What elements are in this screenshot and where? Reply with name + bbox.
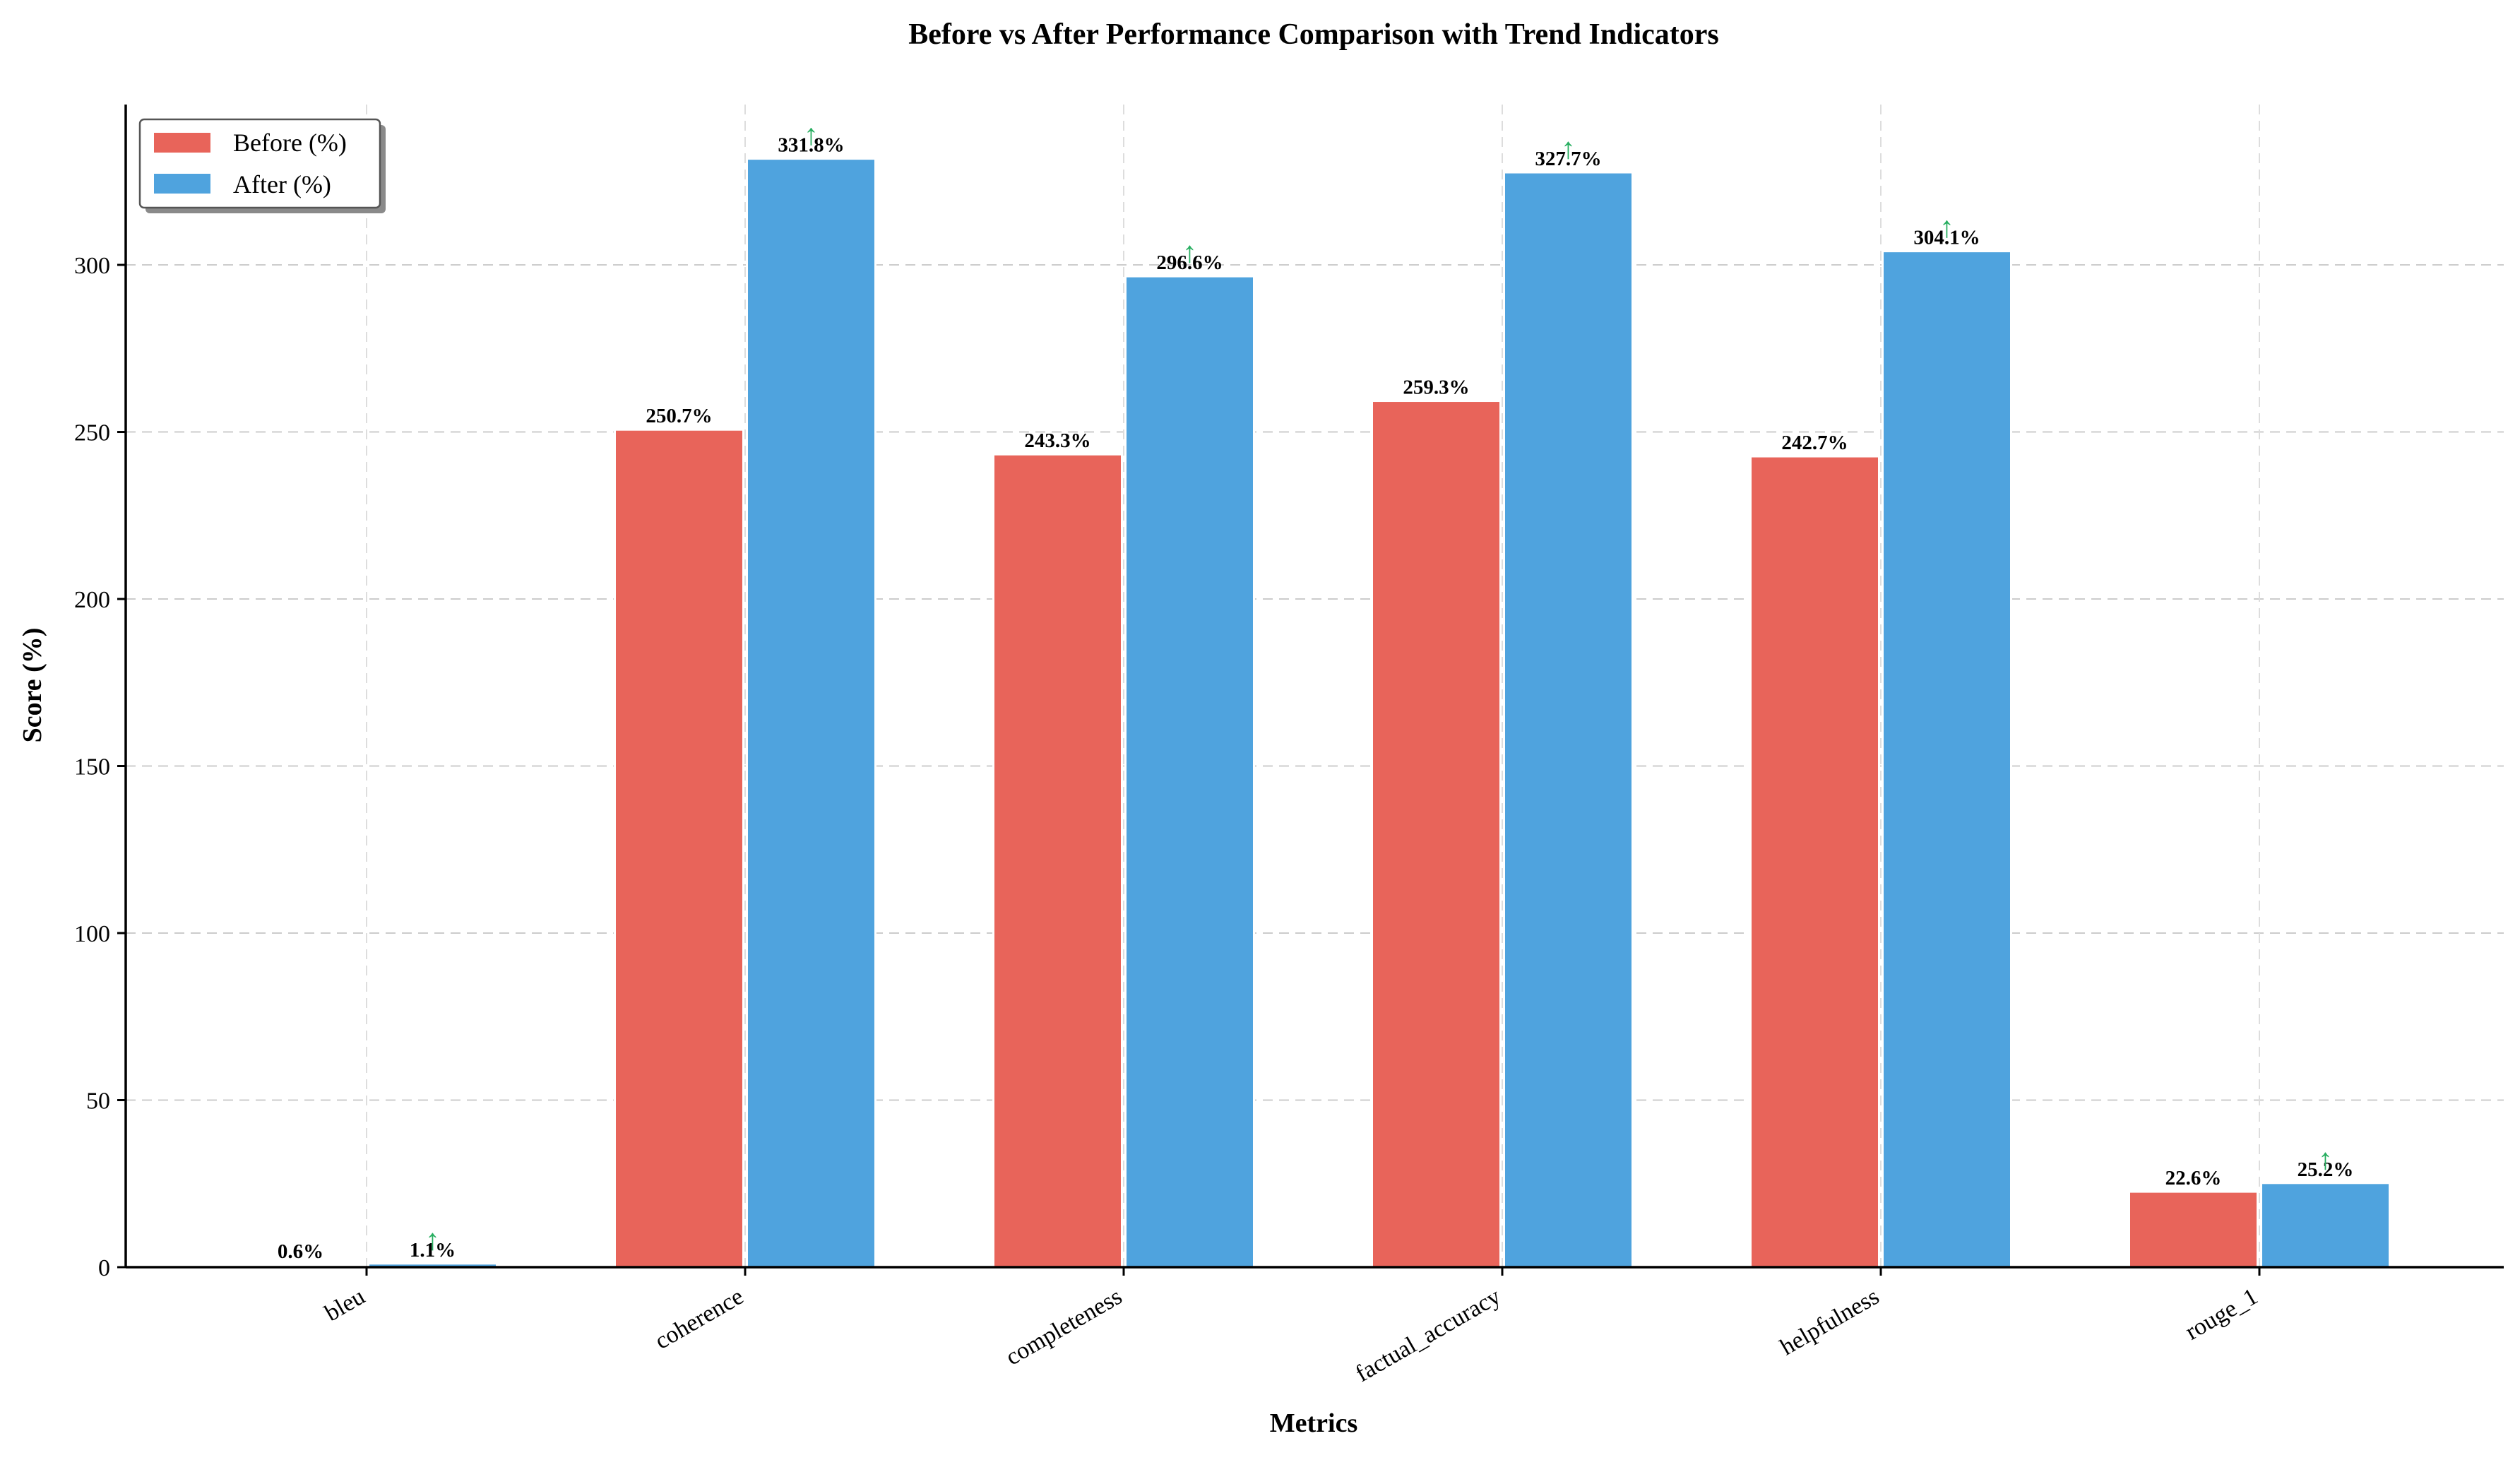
data-label-before-rouge_1: 22.6% [2165,1167,2222,1189]
x-tick-label: completeness [1002,1283,1127,1371]
data-label-before-helpfulness: 242.7% [1781,432,1848,454]
y-tick-label: 50 [86,1088,110,1115]
trend-up-arrow-factual_accuracy: ↑ [1561,133,1576,165]
legend-label-after: After (%) [233,170,331,198]
bar-before-helpfulness [1749,455,1880,1269]
y-tick-label: 250 [74,420,110,446]
x-tick-label: rouge_1 [2181,1283,2262,1346]
legend-label-before: Before (%) [233,129,347,157]
trend-up-arrow-rouge_1: ↑ [2318,1144,2333,1176]
x-ticks: bleu coherence completeness factual_accurac… [321,1267,2262,1387]
legend-swatch-before [154,133,210,153]
y-tick-label: 0 [98,1255,110,1281]
bar-before-factual_accuracy [1371,400,1502,1269]
bar-before-rouge_1 [2128,1190,2259,1269]
data-labels: 0.6% 1.1%↑250.7%331.8%↑243.3%296.6%↑259.3… [278,119,2354,1264]
trend-up-arrow-coherence: ↑ [804,119,819,152]
x-tick-label: bleu [321,1283,369,1327]
data-label-before-bleu: 0.6% [278,1240,323,1263]
y-tick-label: 300 [74,253,110,279]
trend-up-arrow-helpfulness: ↑ [1939,212,1954,244]
chart-title: Before vs After Performance Comparison w… [908,18,1718,51]
data-label-before-factual_accuracy: 259.3% [1403,376,1469,399]
trend-up-arrow-completeness: ↑ [1182,237,1197,269]
data-label-after-completeness: 296.6% [1156,251,1223,274]
data-label-after-helpfulness: 304.1% [1913,227,1980,249]
bar-before-completeness [992,453,1123,1269]
data-label-after-rouge_1: 25.2% [2298,1158,2354,1181]
data-label-after-factual_accuracy: 327.7% [1535,148,1601,170]
bar-after-coherence [746,158,876,1269]
x-axis-label: Metrics [1270,1408,1357,1438]
bar-after-completeness [1124,275,1255,1269]
y-axis-label: Score (%) [18,628,47,743]
y-tick-label: 150 [74,754,110,781]
bars [235,158,2391,1269]
y-tick-label: 100 [74,921,110,947]
bar-before-coherence [614,428,744,1269]
data-label-after-bleu: 1.1% [410,1239,456,1262]
bar-after-helpfulness [1882,250,2012,1269]
trend-up-arrow-bleu: ↑ [425,1224,440,1257]
x-tick-label: helpfulness [1776,1283,1884,1360]
axes [124,105,2504,1269]
bar-after-factual_accuracy [1503,171,1634,1269]
y-ticks: 0 50 100 150 200 250 300 [74,253,126,1281]
legend: Before (%) After (%) [138,118,386,213]
legend-swatch-after [154,174,210,194]
data-label-after-coherence: 331.8% [778,134,844,157]
x-tick-label: coherence [650,1283,748,1355]
grid [126,105,2504,1267]
bar-after-rouge_1 [2260,1182,2391,1269]
x-tick-label: factual_accuracy [1351,1283,1505,1387]
y-tick-label: 200 [74,587,110,613]
data-label-before-coherence: 250.7% [646,405,712,427]
data-label-before-completeness: 243.3% [1024,429,1090,452]
